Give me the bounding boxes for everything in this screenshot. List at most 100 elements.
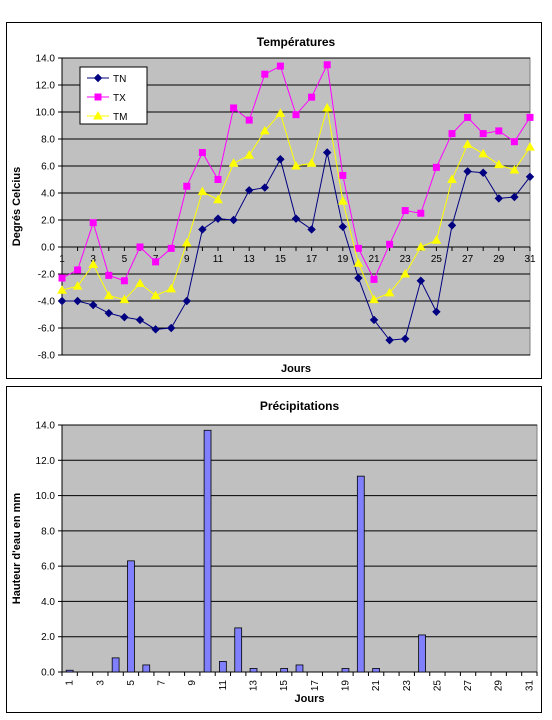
data-point-tn: [400, 334, 410, 344]
x-tick-label: 15: [275, 254, 287, 265]
x-tick-label: 1: [59, 254, 65, 265]
bar-day-19: [341, 668, 350, 673]
data-point-tm: [275, 108, 286, 117]
data-point-tm: [150, 290, 161, 300]
data-point-tn: [276, 155, 285, 164]
y-tick-label: -4.0: [38, 297, 56, 308]
data-point-tn: [322, 148, 332, 157]
data-point-tx: [105, 271, 113, 279]
data-point-tn: [291, 214, 301, 223]
data-point-tn: [478, 168, 488, 177]
data-point-tx: [370, 275, 378, 283]
y-tick-label: 4.0: [41, 597, 55, 608]
precipitation-chart: Précipitations 14.0 12.0 10.0 8.0 6.0 4.0 2.0 0.…: [11, 399, 538, 705]
data-point-tm: [57, 285, 67, 294]
x-axis-label: Jours: [295, 693, 325, 705]
bar-day-21: [372, 668, 380, 673]
legend-label-tx: TX: [113, 93, 126, 104]
data-point-tx: [276, 62, 284, 70]
bar-day-4: [111, 657, 120, 673]
x-tick-label: 27: [463, 680, 474, 692]
data-point-tm: [306, 158, 317, 167]
data-point-tn: [88, 300, 98, 310]
x-tick-label: 11: [213, 254, 224, 265]
data-point-tn: [151, 325, 160, 334]
data-point-tx: [510, 138, 518, 146]
y-tick-label: 10.0: [36, 491, 56, 502]
data-point-tm: [337, 196, 348, 205]
data-point-tx: [495, 127, 503, 135]
data-point-tn: [354, 273, 363, 283]
data-point-tx: [214, 176, 222, 183]
x-tick-label: 15: [279, 680, 290, 692]
bar-day-13: [249, 668, 258, 673]
x-tick-label: 25: [432, 680, 443, 692]
x-tick-label: 7: [157, 680, 168, 686]
data-point-tn: [166, 323, 176, 333]
x-tick-label: 31: [524, 254, 536, 265]
bar-day-20: [356, 475, 365, 673]
data-point-tx: [152, 258, 160, 266]
x-tick-label: 13: [249, 680, 260, 692]
plot-area: [61, 424, 538, 673]
y-tick-label: -6.0: [38, 324, 56, 335]
x-tick-label: 25: [431, 254, 443, 265]
bar-day-1: [65, 669, 74, 673]
bar-day-16: [295, 664, 304, 673]
x-tick-label: 11: [218, 680, 229, 691]
bar-day-12: [234, 627, 243, 673]
data-point-tn: [525, 172, 535, 182]
x-axis-label: Jours: [281, 363, 311, 375]
data-point-tm: [369, 294, 379, 304]
data-point-tm: [181, 237, 192, 247]
bar-day-15: [280, 668, 289, 673]
data-point-tn: [260, 183, 270, 192]
data-point-tm: [135, 278, 145, 287]
data-point-tn: [307, 225, 316, 234]
data-point-tx: [74, 266, 82, 274]
x-tick-label: 5: [122, 254, 128, 265]
data-point-tn: [385, 335, 394, 345]
x-tick-label: 23: [400, 254, 412, 265]
data-point-tx: [386, 240, 394, 248]
legend-label-tn: TN: [113, 74, 126, 85]
data-point-tn: [104, 308, 114, 318]
temperature-chart: Températures 14.0 12.0 10.0 8.0 6.0 4.0 2.0 0.0 -…: [11, 35, 536, 375]
data-point-tm: [415, 241, 426, 251]
data-point-tn: [244, 186, 254, 195]
legend-label-tm: TM: [113, 112, 127, 123]
data-point-tx: [448, 130, 456, 138]
data-point-tx: [479, 130, 487, 138]
data-point-tm: [353, 258, 364, 267]
data-point-tm: [166, 283, 177, 293]
data-point-tx: [339, 171, 347, 179]
legend-marker-tm: [93, 110, 103, 120]
x-tick-label: 27: [462, 254, 474, 265]
data-point-tx: [292, 111, 300, 119]
data-point-tx: [464, 113, 472, 121]
data-point-tn: [182, 296, 192, 306]
x-tick-label: 1: [65, 680, 76, 686]
data-point-tn: [120, 312, 129, 322]
data-point-tx: [354, 244, 362, 252]
data-point-tx: [167, 244, 175, 252]
y-axis-label: Degrés Celcius: [11, 167, 23, 246]
data-point-tn: [338, 222, 348, 231]
data-point-tn: [73, 296, 82, 306]
bar-day-5: [127, 560, 135, 673]
data-point-tx: [89, 219, 97, 227]
data-point-tm: [72, 281, 83, 290]
y-tick-label: 2.0: [41, 216, 55, 227]
legend-box: [79, 66, 148, 125]
x-tick-label: 29: [493, 254, 505, 265]
y-tick-label: 6.0: [41, 162, 55, 173]
data-point-tx: [120, 277, 128, 285]
x-tick-label: 21: [371, 680, 382, 692]
data-point-tm: [197, 186, 208, 196]
data-point-tm: [259, 125, 270, 135]
data-point-tn: [447, 221, 457, 230]
data-point-tm: [384, 287, 395, 297]
data-point-tn: [198, 225, 207, 234]
data-point-tn: [213, 214, 223, 223]
y-tick-label: 2.0: [41, 632, 55, 643]
